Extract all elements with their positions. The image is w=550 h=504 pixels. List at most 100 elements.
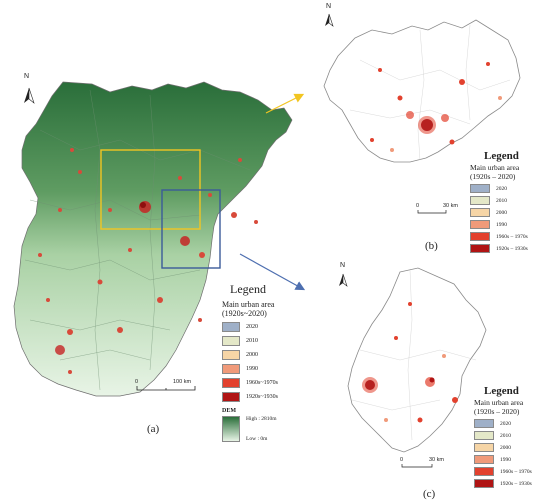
legend-swatch [470, 220, 490, 229]
legend-item-label: 1920s~1930s [246, 394, 278, 400]
legend-c-subtitle-2: (1920s – 2020) [474, 406, 520, 416]
legend-item-label: 1990 [500, 456, 511, 463]
legend-swatch [222, 364, 240, 374]
scale-dist-b: 30 km [443, 203, 458, 209]
panel-label-a: (a) [147, 423, 160, 435]
panel-label-c: (c) [423, 488, 436, 500]
legend-main: Legend Main urban area (1920s~2020) 2020… [222, 282, 322, 442]
legend-b-title: Legend [484, 150, 519, 162]
legend-main-title: Legend [230, 282, 266, 296]
scalebar-b [417, 210, 447, 214]
urban-spots-c [362, 302, 458, 423]
legend-c-item: 1920s – 1930s [474, 479, 548, 488]
legend-item-label: 2000 [246, 352, 258, 358]
legend-item-label: 2020 [246, 324, 258, 330]
legend-c-item: 2010 [474, 431, 548, 440]
legend-main-subtitle-1: Main urban area [222, 300, 275, 309]
legend-b-item: 1920s – 1930s [470, 244, 548, 253]
legend-item-label: 1960s~1970s [246, 380, 278, 386]
scalebar-a [136, 386, 196, 391]
legend-swatch [470, 196, 490, 205]
legend-swatch [222, 350, 240, 360]
legend-b-subtitle-1: Main urban area [470, 163, 520, 172]
legend-b-item: 2000 [470, 208, 548, 217]
scale-dist-c: 30 km [429, 457, 444, 463]
legend-b: Legend Main urban area (1920s – 2020) 20… [470, 150, 548, 253]
north-arrow-c [339, 273, 348, 287]
legend-item-label: 2020 [496, 185, 507, 192]
legend-swatch [474, 443, 494, 452]
county-boundaries [24, 89, 251, 391]
legend-swatch [470, 184, 490, 193]
north-label-a: N [24, 73, 30, 80]
legend-main-item: 1990 [222, 364, 322, 374]
legend-main-item: 2020 [222, 322, 322, 332]
panel-label-b: (b) [425, 240, 438, 252]
scale-dist-a: 100 km [173, 379, 192, 385]
legend-c-title: Legend [484, 385, 519, 397]
legend-item-label: 1920s – 1930s [500, 480, 532, 487]
legend-swatch [474, 479, 494, 488]
legend-swatch [222, 336, 240, 346]
legend-c-subtitle-1: Main urban area [474, 398, 524, 407]
arrow-to-c [239, 253, 306, 291]
north-arrow-a [24, 87, 35, 104]
dem-gradient-swatch [222, 416, 240, 442]
legend-main-item: 1960s~1970s [222, 378, 322, 388]
dem-ramp: High : 2810m Low : 0m [222, 416, 322, 442]
legend-b-item: 1990 [470, 220, 548, 229]
legend-main-item: 2010 [222, 336, 322, 346]
legend-c-item: 2020 [474, 419, 548, 428]
legend-main-item: 1920s~1930s [222, 392, 322, 402]
region-outline-b [323, 19, 521, 163]
legend-item-label: 2010 [500, 432, 511, 439]
legend-item-label: 1920s – 1930s [496, 245, 528, 252]
legend-b-subtitle-2: (1920s – 2020) [470, 171, 516, 181]
legend-c-item: 2000 [474, 443, 548, 452]
legend-swatch [222, 378, 240, 388]
scalebar-c [401, 464, 433, 468]
legend-swatch [474, 467, 494, 476]
arrow-to-b [265, 93, 305, 114]
legend-swatch [222, 392, 240, 402]
north-label-b: N [326, 3, 332, 10]
legend-item-label: 1960s – 1970s [496, 233, 528, 240]
legend-item-label: 2010 [246, 338, 258, 344]
north-label-c: N [340, 262, 346, 269]
legend-swatch [474, 431, 494, 440]
legend-c: Legend Main urban area (1920s – 2020) 20… [474, 385, 548, 488]
scale-zero-a: 0 [135, 379, 139, 385]
legend-c-item: 1990 [474, 455, 548, 464]
legend-main-subtitle-2: (1920s~2020) [222, 309, 267, 318]
legend-swatch [470, 232, 490, 241]
extent-box-c [161, 189, 221, 269]
scale-zero-c: 0 [400, 457, 404, 463]
district-boundaries-c [351, 269, 477, 441]
urban-spots-a [38, 148, 258, 374]
legend-b-item: 1960s – 1970s [470, 232, 548, 241]
legend-item-label: 2010 [496, 197, 507, 204]
legend-item-label: 2000 [496, 209, 507, 216]
dem-title: DEM [222, 408, 236, 414]
scale-zero-b: 0 [416, 203, 420, 209]
legend-item-label: 1960s – 1970s [500, 468, 532, 475]
legend-item-label: 1990 [246, 366, 258, 372]
region-outline-a [13, 81, 293, 397]
legend-c-item: 1960s – 1970s [474, 467, 548, 476]
legend-b-item: 2010 [470, 196, 548, 205]
legend-b-item: 2020 [470, 184, 548, 193]
legend-swatch [470, 208, 490, 217]
legend-swatch [222, 322, 240, 332]
urban-spots-b [370, 62, 502, 152]
north-arrow-b [325, 13, 334, 27]
legend-item-label: 2020 [500, 420, 511, 427]
dem-low-label: Low : 0m [246, 436, 268, 442]
region-outline-c [347, 267, 487, 453]
legend-main-item: 2000 [222, 350, 322, 360]
legend-item-label: 2000 [500, 444, 511, 451]
dem-high-label: High : 2810m [246, 416, 277, 422]
legend-swatch [474, 455, 494, 464]
legend-swatch [470, 244, 490, 253]
legend-item-label: 1990 [496, 221, 507, 228]
